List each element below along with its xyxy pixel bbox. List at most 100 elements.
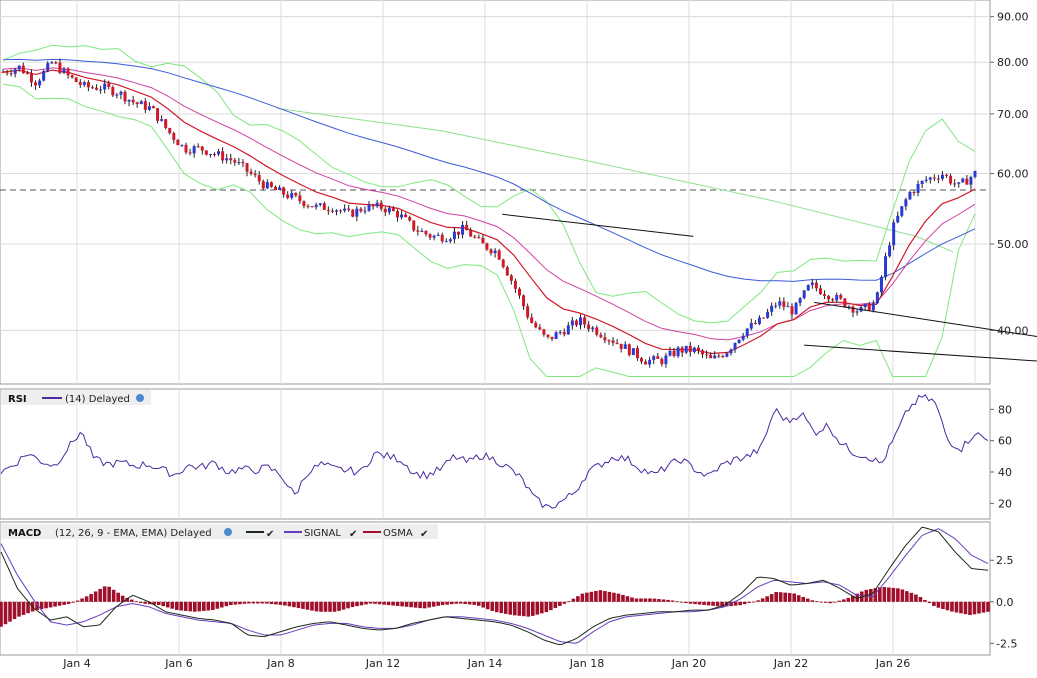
candle-body [574,320,578,326]
candle-body [103,83,107,90]
candle [34,80,38,90]
osma-bar [12,601,17,620]
candle-body [538,327,542,330]
osma-bar [571,598,576,602]
candle-body [627,344,631,356]
candle-body [86,82,90,88]
candle-body [949,175,953,184]
candle [583,315,587,329]
candle [86,80,90,92]
candle [273,185,277,191]
candle-body [839,294,843,299]
osma-bar [165,601,170,608]
osma-bar [409,601,413,608]
candle-body [973,171,977,178]
trendline [814,301,1037,338]
osma-bar [810,600,815,602]
candle-body [871,303,875,311]
candle [310,206,314,208]
candle [875,291,879,305]
candle [603,332,607,344]
osma-bar [832,601,837,603]
osma-bar [909,592,914,602]
osma-bar [531,601,535,616]
candle-body [253,173,257,176]
osma-bar [846,597,851,602]
osma-bar [977,601,981,614]
osma-bar [778,592,783,602]
candle-body [245,163,249,172]
candle [570,316,574,330]
candle [745,328,749,339]
candle-body [668,350,672,356]
candle-body [912,192,916,194]
candle-body [900,206,904,216]
osma-bar [422,601,427,609]
osma-bar [436,601,440,606]
osma-bar [188,601,193,612]
osma-bar [143,601,148,604]
y-tick-label: 0.0 [996,596,1014,609]
candle-body [477,237,481,239]
osma-bar [603,591,607,602]
osma-bar [125,597,129,602]
candle [652,354,656,365]
candle-body [326,209,330,211]
candle-body [42,70,46,81]
candle [867,301,871,311]
candle [428,233,432,241]
osma-bar [93,591,98,602]
candle-body [558,332,562,334]
candle [940,170,944,181]
osma-bar [229,601,233,606]
candle-body [855,311,859,313]
osma-bar [630,597,634,602]
candle-body [241,162,245,164]
osma-bar [607,591,612,602]
candle-body [745,328,749,336]
candle [440,232,444,244]
candle [505,265,509,276]
osma-bar [431,601,436,607]
candle [786,301,790,308]
candle [522,294,526,310]
osma-bar [39,601,44,610]
candle-body [501,259,505,267]
candle-body [391,208,395,212]
candle-body [733,342,737,350]
osma-bar [156,601,161,606]
osma-bar [535,601,540,615]
rsi-line [0,393,989,509]
candle [542,328,546,337]
candle-body [428,234,432,238]
osma-bar [332,601,337,612]
candle-body [212,154,216,156]
osma-bar [878,587,882,602]
candle-body [416,230,420,232]
candle-body [371,204,375,207]
candle [924,176,928,183]
osma-bar [693,601,697,605]
candle [863,303,867,311]
candle [456,231,460,239]
candle [912,190,916,196]
osma-bar [197,601,202,612]
osma-bar [544,601,549,613]
candle [920,180,924,189]
candle-body [961,178,965,183]
y-tick-label: 2.5 [996,554,1014,567]
candle [607,339,611,345]
candle-body [802,290,806,299]
osma-bar [418,601,422,609]
candle [200,146,204,155]
candle-body [29,73,33,83]
osma-bar [107,586,111,602]
candle-body [383,208,387,213]
candle-body [798,298,802,304]
candle [192,144,196,158]
candle [172,131,176,144]
candle-body [192,146,196,154]
candle-body [863,303,867,308]
candle-body [631,348,635,356]
candle-body [58,62,62,74]
